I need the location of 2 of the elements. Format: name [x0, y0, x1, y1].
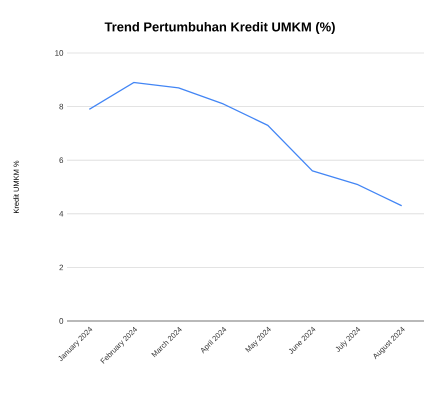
line-series	[88, 82, 402, 206]
chart-title: Trend Pertumbuhan Kredit UMKM (%)	[104, 22, 335, 34]
